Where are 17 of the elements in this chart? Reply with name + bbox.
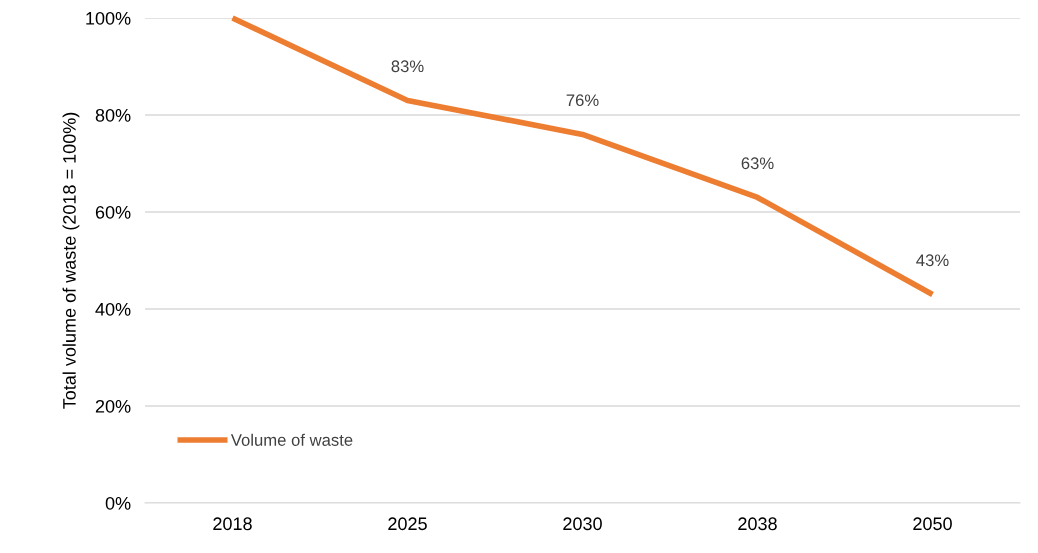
x-tick-label: 2030 <box>563 517 602 531</box>
data-label: 43% <box>916 254 949 267</box>
data-label: 63% <box>741 157 774 170</box>
legend-label: Volume of waste <box>230 433 353 446</box>
y-tick-label: 0% <box>105 496 131 510</box>
x-tick-label: 2050 <box>913 517 952 531</box>
data-label: 83% <box>391 60 424 73</box>
x-tick-label: 2038 <box>738 517 777 531</box>
data-label: 76% <box>566 94 599 107</box>
y-tick-label: 60% <box>95 205 131 219</box>
y-tick-label: 100% <box>86 11 131 25</box>
y-tick-label: 40% <box>95 302 131 316</box>
x-tick-label: 2025 <box>388 517 427 531</box>
y-axis-title: Total volume of waste (2018 = 100%) <box>62 112 80 409</box>
y-tick-label: 80% <box>95 108 131 122</box>
x-tick-label: 2018 <box>213 517 252 531</box>
y-tick-label: 20% <box>95 399 131 413</box>
